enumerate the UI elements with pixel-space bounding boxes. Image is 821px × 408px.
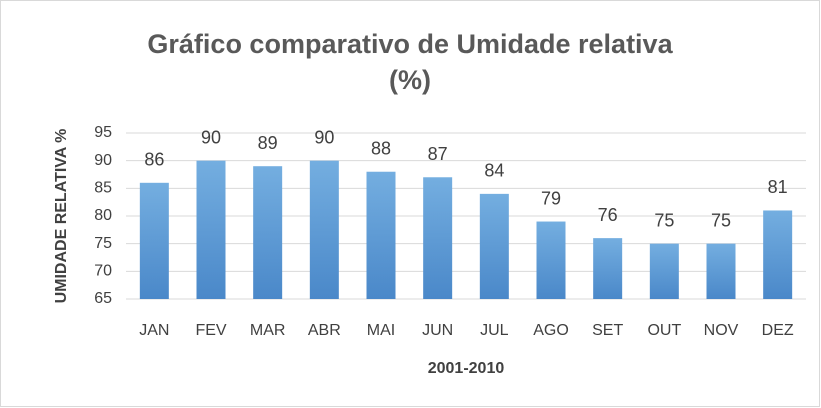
data-label: 90 [314, 127, 334, 147]
bar [706, 243, 736, 299]
y-axis-title: UMIDADE RELATIVA % [53, 129, 70, 304]
x-tick-label: JUL [480, 322, 509, 339]
data-label: 76 [598, 205, 618, 225]
data-label: 79 [541, 188, 561, 208]
bar [649, 243, 679, 299]
x-tick-label: FEV [195, 322, 226, 339]
y-tick-label: 85 [94, 180, 112, 197]
bar [593, 238, 623, 299]
x-tick-label: JAN [139, 322, 169, 339]
bar [479, 193, 509, 299]
data-label: 88 [371, 138, 391, 158]
bar [139, 182, 169, 299]
y-tick-label: 80 [94, 207, 112, 224]
bar [423, 177, 453, 299]
bar [536, 221, 566, 299]
bar [763, 210, 793, 299]
bar [366, 171, 396, 299]
y-tick-label: 90 [94, 152, 112, 169]
x-tick-label: DEZ [762, 322, 794, 339]
data-label: 75 [654, 210, 674, 230]
bar [253, 166, 283, 299]
x-tick-label: MAI [367, 322, 395, 339]
x-tick-label: AGO [533, 322, 569, 339]
bar [309, 160, 339, 299]
data-label: 86 [144, 150, 164, 170]
data-label: 90 [201, 127, 221, 147]
data-label: 75 [711, 210, 731, 230]
x-tick-label: NOV [704, 322, 739, 339]
chart-title: Gráfico comparativo de Umidade relativa … [147, 29, 673, 95]
bar [196, 160, 226, 299]
x-axis-title: 2001-2010 [428, 360, 505, 377]
y-tick-label: 95 [94, 124, 112, 141]
data-label: 89 [258, 133, 278, 153]
data-label: 84 [484, 161, 504, 181]
y-tick-label: 65 [94, 290, 112, 307]
y-tick-label: 70 [94, 263, 112, 280]
x-tick-label: SET [592, 322, 623, 339]
y-tick-label: 75 [94, 235, 112, 252]
x-tick-label: MAR [250, 322, 286, 339]
x-tick-label: ABR [308, 322, 341, 339]
data-label: 81 [768, 177, 788, 197]
data-label: 87 [428, 144, 448, 164]
x-tick-label: JUN [422, 322, 453, 339]
x-tick-label: OUT [647, 322, 681, 339]
